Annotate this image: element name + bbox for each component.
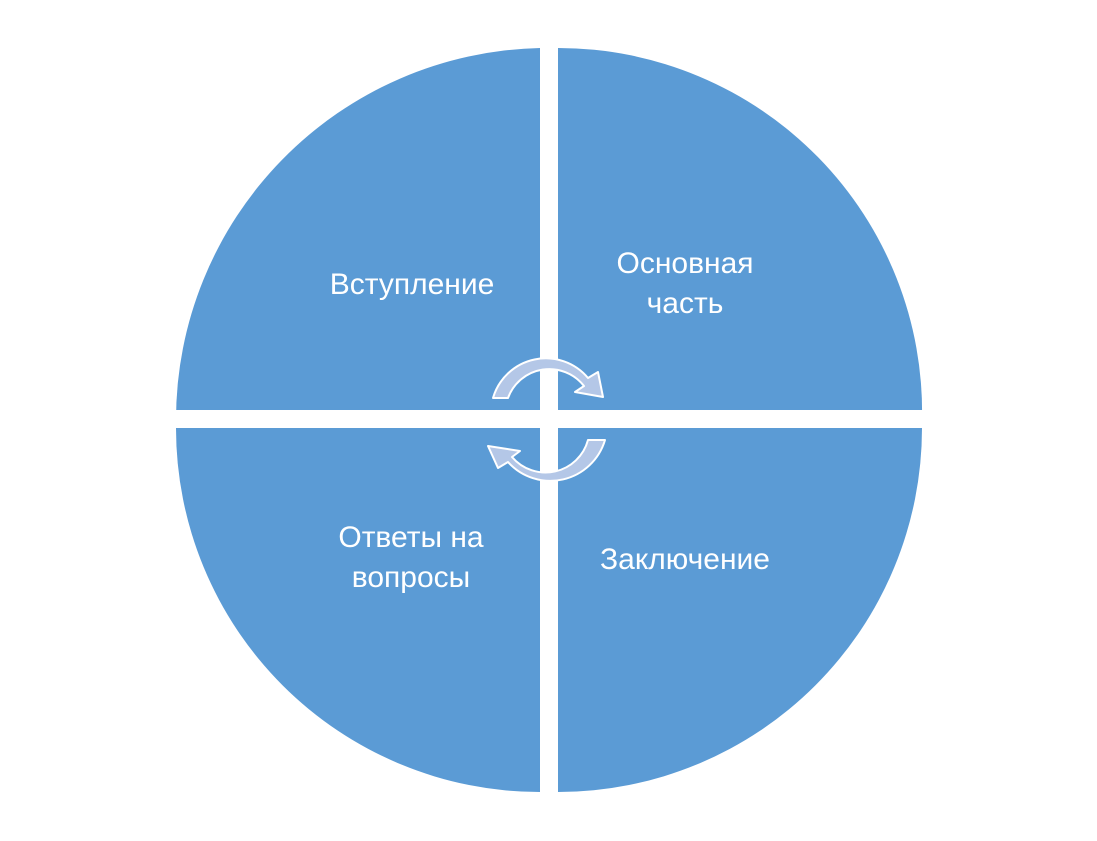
clockwise-arrow-icon — [492, 357, 604, 399]
quadrant-top-left — [176, 48, 540, 420]
quadrant-label-qa: Ответы на вопросы — [338, 521, 484, 594]
quadrant-label-line: вопросы — [352, 561, 470, 594]
quadrant-label-main-part: Основная часть — [616, 247, 753, 320]
quadrant-top-right — [558, 47, 923, 420]
quadrant-label-line: Заключение — [600, 543, 770, 576]
quadrant-bottom-left — [176, 428, 540, 792]
quadrant-label-line: часть — [647, 287, 724, 320]
quadrant-label-line: Ответы на — [338, 521, 484, 554]
horizontal-divider — [160, 410, 940, 428]
quadrant-label-conclusion: Заключение — [600, 543, 770, 576]
quadrant-label-introduction: Вступление — [330, 268, 495, 301]
counterclockwise-arrow-icon — [487, 439, 606, 482]
quadrant-label-line: Вступление — [330, 268, 495, 301]
quadrant-bottom-right — [558, 428, 922, 792]
quadrant-label-line: Основная — [616, 247, 753, 280]
